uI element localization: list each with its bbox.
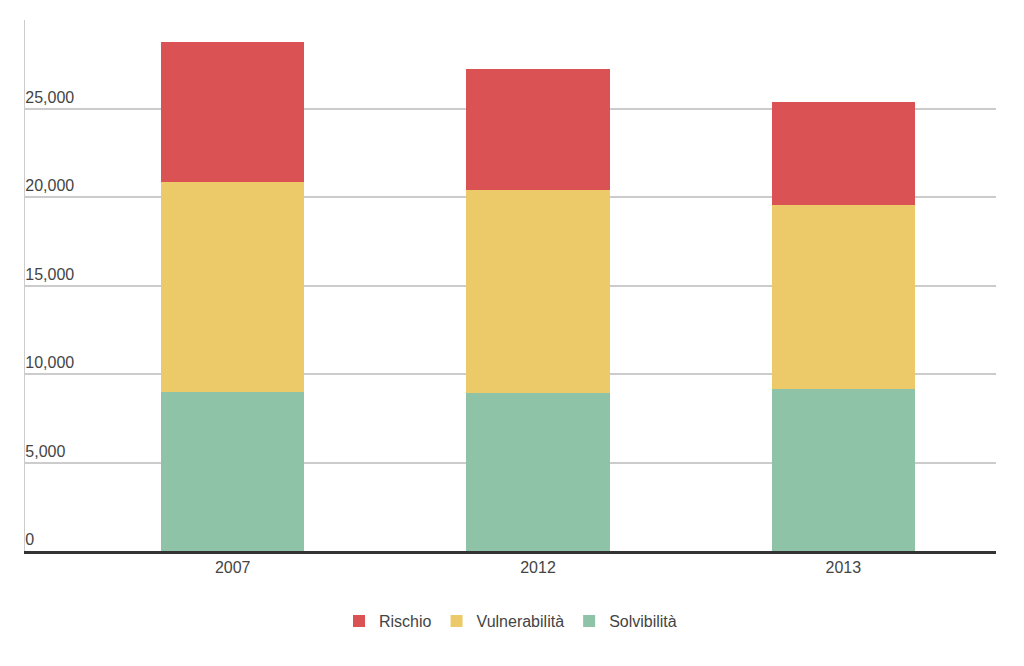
svg-text:10,000: 10,000: [25, 354, 74, 371]
svg-text:5,000: 5,000: [25, 443, 65, 460]
svg-text:2012: 2012: [520, 559, 556, 576]
svg-text:20,000: 20,000: [25, 177, 74, 194]
svg-text:0: 0: [25, 531, 34, 548]
svg-text:Solvibilità: Solvibilità: [609, 613, 677, 630]
svg-text:25,000: 25,000: [25, 89, 74, 106]
svg-text:Vulnerabilità: Vulnerabilità: [477, 613, 565, 630]
svg-text:2013: 2013: [826, 559, 862, 576]
svg-text:15,000: 15,000: [25, 266, 74, 283]
svg-text:2007: 2007: [215, 559, 251, 576]
svg-text:Rischio: Rischio: [379, 613, 432, 630]
